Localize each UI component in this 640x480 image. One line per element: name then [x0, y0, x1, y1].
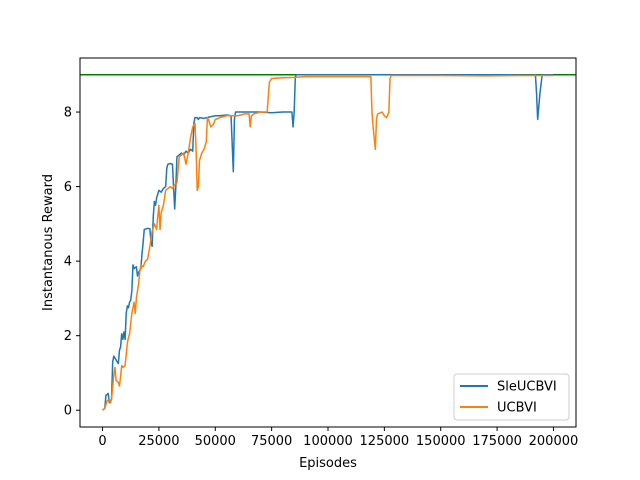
y-tick-label: 0: [64, 404, 72, 419]
legend-label-ucbvi: UCBVI: [497, 401, 537, 416]
series-line-sleucbvi: [102, 74, 554, 411]
y-axis-label: Instantanous Reward: [41, 174, 56, 311]
x-tick-label: 150000: [416, 434, 466, 449]
x-tick-label: 0: [98, 434, 106, 449]
x-tick-label: 50000: [195, 434, 236, 449]
x-tick-label: 25000: [138, 434, 179, 449]
legend: SleUCBVI UCBVI: [453, 373, 570, 421]
x-tick-label: 75000: [251, 434, 292, 449]
x-tick-label: 175000: [472, 434, 522, 449]
series-layer: [102, 74, 554, 411]
x-axis-label: Episodes: [299, 456, 357, 471]
y-tick-label: 2: [64, 329, 72, 344]
x-axis: 0 25000 50000 75000 100000 125000 150000 175000…: [98, 427, 578, 449]
y-tick-label: 4: [64, 255, 72, 270]
axes-frame: [79, 57, 577, 428]
y-tick-label: 8: [64, 106, 72, 121]
x-tick-label: 100000: [303, 434, 353, 449]
series-line-ucbvi: [102, 74, 554, 411]
y-axis: 0 2 4 6 8: [64, 106, 80, 419]
x-tick-label: 200000: [529, 434, 579, 449]
y-tick-label: 6: [64, 180, 72, 195]
x-tick-label: 125000: [360, 434, 410, 449]
legend-label-sleucbvi: SleUCBVI: [497, 380, 557, 395]
